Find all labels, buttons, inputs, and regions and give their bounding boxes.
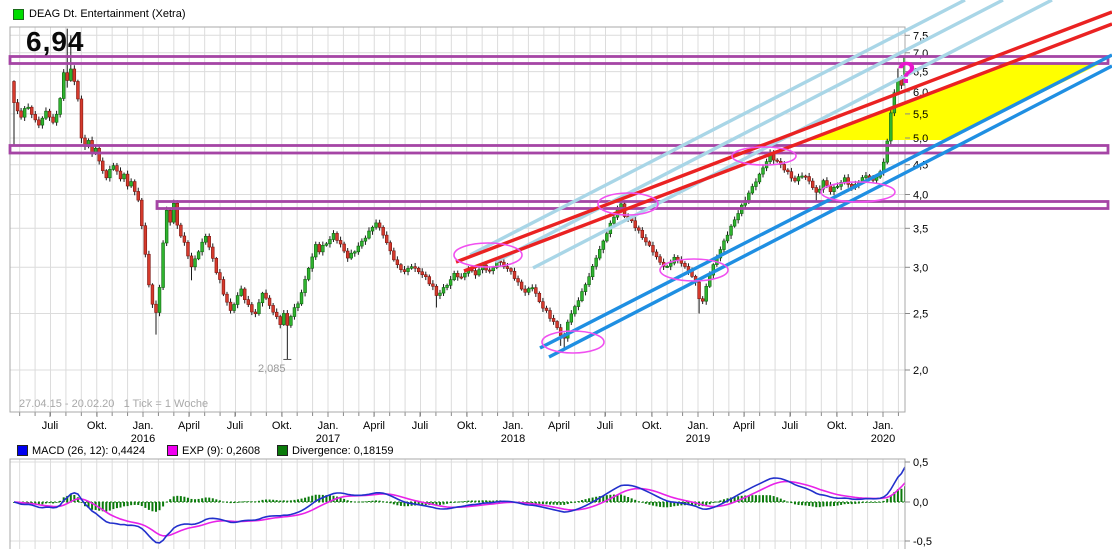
instrument-title: DEAG Dt. Entertainment (Xetra) [29, 8, 186, 20]
time-axis-label: Juli [42, 420, 59, 432]
ellipse-annotation[interactable] [659, 258, 729, 282]
macd-panel[interactable] [13, 466, 906, 544]
time-axis-label: Juli [782, 420, 799, 432]
macd-legend: MACD (26, 12): 0,4424 EXP (9): 0,2608 Di… [0, 444, 905, 457]
time-axis-label: April [733, 420, 755, 432]
ellipse-annotation[interactable] [820, 181, 896, 203]
question-mark-annotation[interactable]: ? [897, 55, 916, 90]
blue-trend-line[interactable] [548, 64, 1112, 359]
macd-line-swatch-icon[interactable] [17, 445, 28, 456]
time-axis-label: Okt. [827, 420, 847, 432]
instrument-legend: DEAG Dt. Entertainment (Xetra) [13, 7, 186, 21]
price-axis-label: 3,5 [913, 223, 928, 235]
time-axis-label: Okt. [87, 420, 107, 432]
macd-axis-label: -0,5 [913, 536, 932, 548]
divergence-swatch-icon[interactable] [277, 445, 288, 456]
signal-line-label: EXP (9): 0,2608 [182, 444, 261, 457]
date-range-label: 27.04.15 - 20.02.20 1 Tick = 1 Woche [19, 398, 209, 410]
cyan-trend-line[interactable] [494, 0, 1004, 264]
axis-labels: 7,57,06,56,05,55,04,54,03,53,02,52,00,50… [42, 30, 932, 548]
ellipse-annotation[interactable] [453, 242, 523, 268]
time-axis-year: 2018 [501, 433, 525, 445]
time-axis-label: Jan. [503, 420, 524, 432]
series-marker-icon[interactable] [13, 8, 24, 20]
time-axis-label: Jan. [873, 420, 894, 432]
last-price-label: 6,94 [26, 26, 85, 57]
time-axis-label: Okt. [642, 420, 662, 432]
support-resistance-band[interactable] [8, 144, 1110, 155]
time-axis-label: Jan. [318, 420, 339, 432]
time-axis-year: 2016 [131, 433, 155, 445]
divergence-label: Divergence: 0,18159 [292, 444, 394, 457]
time-axis-label: Okt. [457, 420, 477, 432]
price-axis-label: 2,0 [913, 365, 928, 377]
yellow-channel-fill[interactable] [807, 64, 1100, 140]
price-axis-label: 3,0 [913, 262, 928, 274]
lowest-low-label: 2,085 [258, 363, 286, 375]
time-axis-label: Jan. [688, 420, 709, 432]
gridlines [9, 26, 906, 549]
ellipse-annotation[interactable] [731, 146, 797, 166]
macd-legend-item: MACD (26, 12): 0,4424 [17, 444, 145, 457]
time-axis-year: 2019 [686, 433, 710, 445]
macd-line-label: MACD (26, 12): 0,4424 [32, 444, 146, 457]
macd-legend-item: EXP (9): 0,2608 [167, 444, 260, 457]
price-axis-label: 2,5 [913, 309, 928, 321]
blue-trend-line[interactable] [539, 53, 1112, 350]
time-axis-year: 2017 [316, 433, 340, 445]
ellipse-annotation[interactable] [597, 192, 659, 216]
time-axis-label: April [363, 420, 385, 432]
price-axis-label: 5,0 [913, 133, 928, 145]
red-trend-line[interactable] [463, 22, 1112, 273]
signal-line-swatch-icon[interactable] [167, 445, 178, 456]
time-axis-label: Juli [227, 420, 244, 432]
time-axis-label: Okt. [272, 420, 292, 432]
price-axis-label: 4,0 [913, 190, 928, 202]
support-resistance-band[interactable] [8, 55, 1110, 65]
macd-axis-label: 0,0 [913, 497, 928, 509]
cyan-trend-line[interactable] [469, 0, 966, 257]
red-trend-line[interactable] [455, 10, 1112, 264]
time-axis-label: April [178, 420, 200, 432]
macd-legend-item: Divergence: 0,18159 [277, 444, 394, 457]
time-axis-year: 2020 [871, 433, 895, 445]
time-axis-label: Juli [597, 420, 614, 432]
ellipse-annotation[interactable] [541, 330, 605, 354]
macd-line [13, 466, 905, 544]
macd-signal-line [13, 480, 905, 537]
macd-axis-label: 0,5 [913, 457, 928, 469]
time-axis-label: Juli [412, 420, 429, 432]
time-axis-label: April [548, 420, 570, 432]
time-axis-label: Jan. [133, 420, 154, 432]
price-axis-label: 5,5 [913, 109, 928, 121]
